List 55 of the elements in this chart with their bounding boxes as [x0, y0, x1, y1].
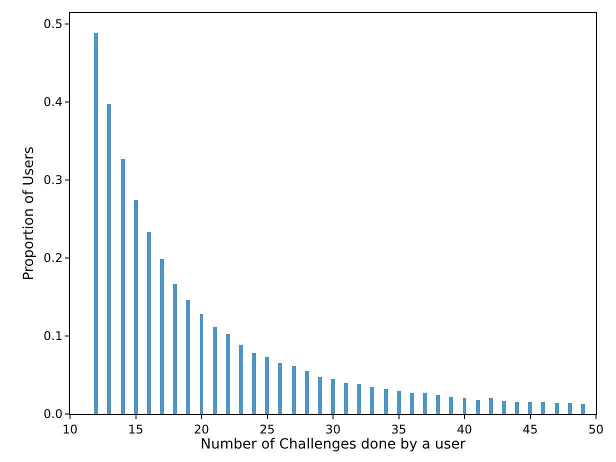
bar — [581, 404, 585, 414]
bar — [528, 402, 532, 414]
bar — [568, 403, 572, 414]
x-tick-label: 20 — [194, 422, 210, 436]
bar — [94, 33, 98, 414]
bar — [213, 327, 217, 414]
y-tick-label: 0.2 — [44, 251, 63, 266]
bar — [370, 387, 374, 414]
bar — [160, 259, 164, 414]
bar — [344, 383, 348, 414]
bar — [318, 377, 322, 414]
bar — [357, 384, 361, 414]
y-tick-label: 0.4 — [44, 95, 63, 110]
x-tick-label: 40 — [456, 422, 472, 436]
y-tick-label: 0.0 — [44, 407, 63, 422]
x-tick-label: 30 — [325, 422, 341, 436]
bar — [226, 334, 230, 414]
x-axis-title: Number of Challenges done by a user — [200, 436, 466, 452]
y-axis-title: Proportion of Users — [21, 146, 38, 280]
bar — [384, 389, 388, 414]
bar — [134, 200, 138, 414]
bar — [265, 357, 269, 414]
bar — [423, 393, 427, 414]
bar — [449, 397, 453, 414]
x-tick-label: 15 — [128, 422, 144, 436]
bar — [397, 391, 401, 414]
bar — [200, 314, 203, 414]
bar — [173, 284, 177, 414]
bar — [555, 403, 559, 414]
y-tick-label: 0.5 — [44, 17, 63, 32]
x-tick-label: 50 — [588, 422, 604, 436]
bar — [541, 402, 545, 414]
bar — [476, 400, 480, 414]
x-tick-label: 45 — [522, 422, 538, 436]
bar — [436, 395, 440, 414]
x-tick-label: 10 — [62, 422, 78, 436]
y-tick-label: 0.1 — [44, 329, 63, 344]
bar — [121, 159, 125, 414]
bar — [463, 398, 466, 414]
x-tick-label: 25 — [260, 422, 275, 436]
bar — [305, 371, 309, 414]
bar — [186, 300, 190, 414]
bar — [107, 104, 111, 414]
y-tick-label: 0.3 — [44, 173, 63, 188]
bar — [278, 363, 282, 414]
bar — [515, 402, 519, 414]
bar — [239, 345, 243, 414]
bar — [331, 379, 335, 414]
bar — [292, 366, 296, 414]
bar — [252, 353, 256, 414]
x-tick-label: 35 — [391, 422, 406, 436]
bar — [489, 398, 493, 414]
bar — [410, 393, 414, 414]
bar — [147, 232, 151, 414]
bar — [502, 401, 506, 414]
